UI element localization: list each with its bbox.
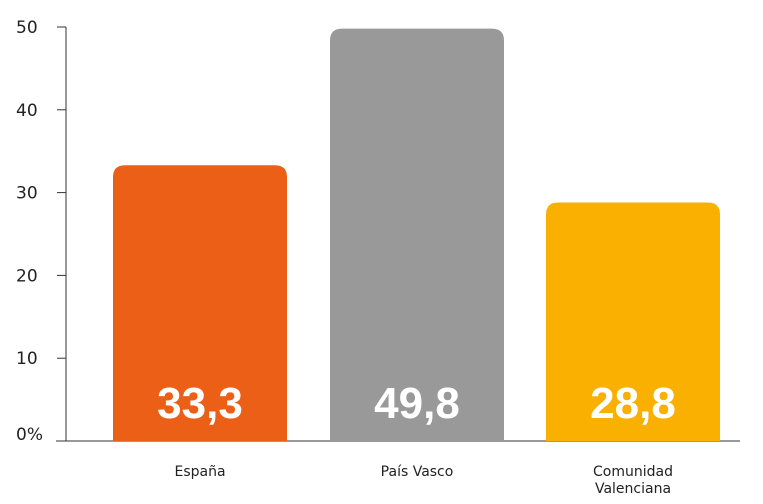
- bar-value-label: 28,8: [590, 379, 676, 428]
- bar: [546, 202, 720, 441]
- category-label-line: España: [174, 464, 225, 480]
- category-label: País Vasco: [381, 464, 454, 480]
- labels-layer: 33,3 España 49,8 País Vasco 28,8 Comunidad Val…: [157, 379, 676, 497]
- bar-value-label: 49,8: [374, 379, 460, 428]
- y-tick-label: 40: [16, 101, 38, 121]
- category-label: España: [174, 464, 225, 480]
- y-tick-label: 0%: [16, 425, 43, 445]
- category-label-line: Valenciana: [595, 481, 671, 497]
- category-label-line: País Vasco: [381, 464, 454, 480]
- y-tick-label: 10: [16, 349, 38, 369]
- y-tick-label: 30: [16, 184, 38, 204]
- y-tick-label: 20: [16, 266, 38, 286]
- y-tick-label: 50: [16, 18, 38, 38]
- bar: [330, 28, 504, 441]
- category-label: Comunidad Valenciana: [593, 464, 673, 497]
- bar: [113, 165, 287, 441]
- bar-value-label: 33,3: [157, 379, 243, 428]
- bars-layer: [113, 28, 720, 441]
- category-label-line: Comunidad: [593, 464, 673, 480]
